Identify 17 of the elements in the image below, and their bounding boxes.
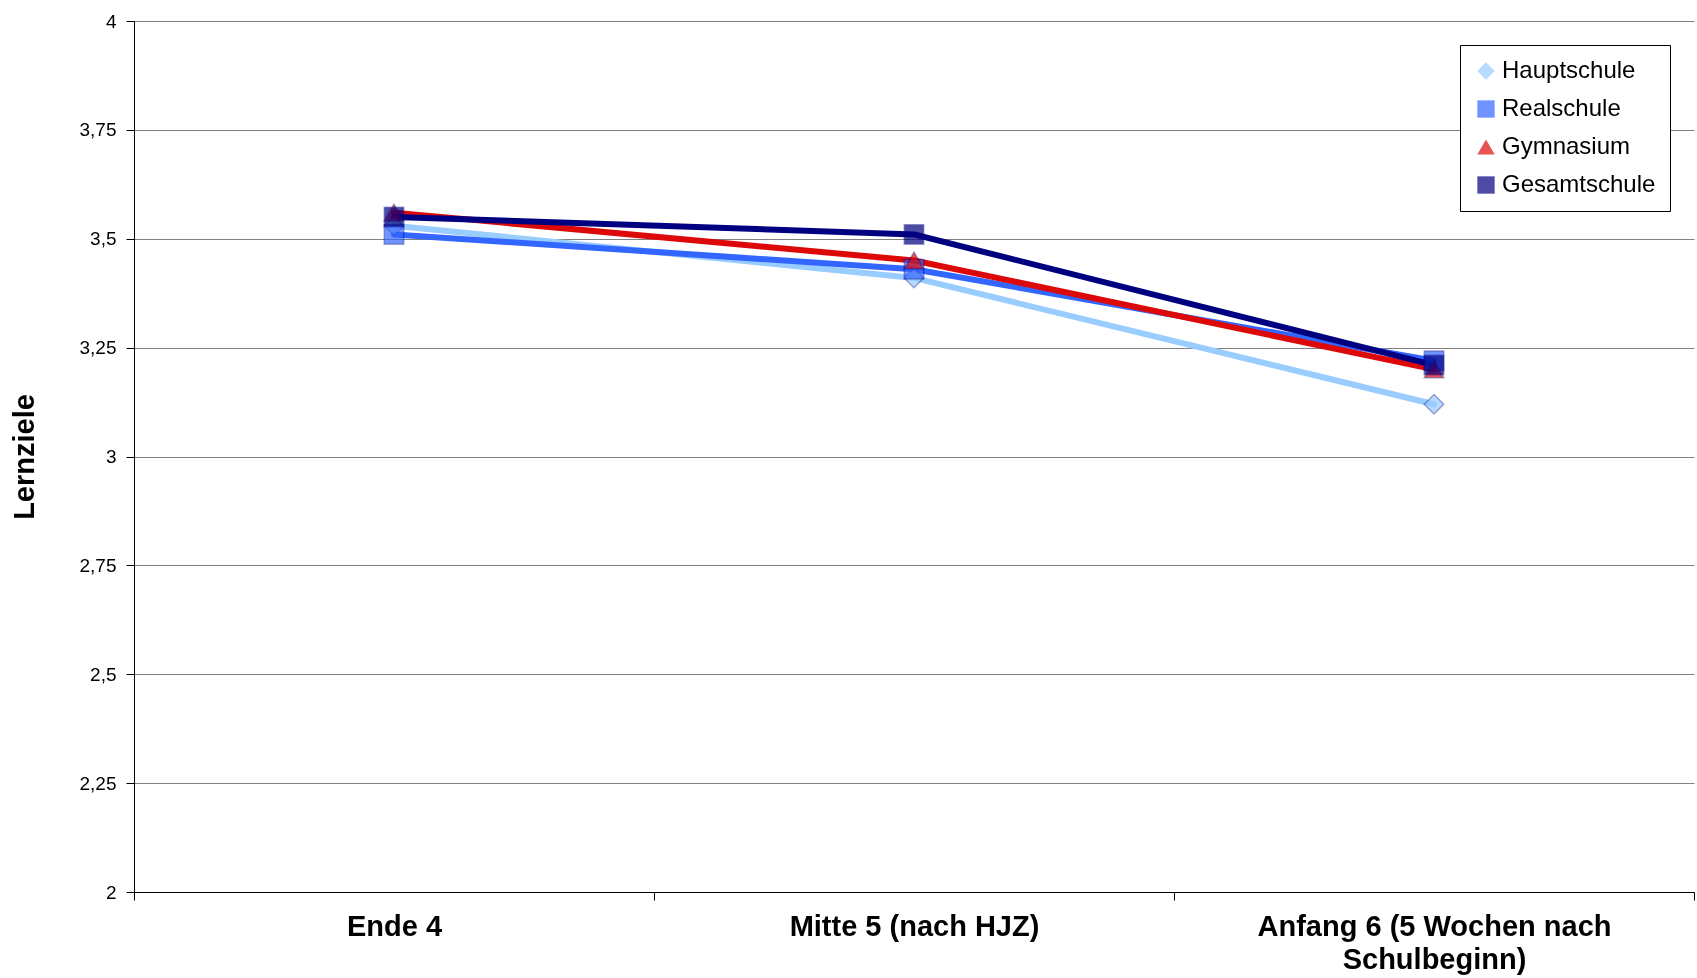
x-tick-label: Anfang 6 (5 Wochen nach Schulbeginn) — [1257, 909, 1612, 975]
y-tick-label: 2,25 — [79, 772, 117, 794]
legend-label: Hauptschule — [1502, 56, 1636, 83]
y-tick-label: 2,75 — [79, 554, 117, 576]
legend-label: Realschule — [1502, 94, 1621, 121]
y-tick-label: 3 — [105, 446, 117, 467]
x-tick-label: Mitte 5 (nach HJZ) — [789, 909, 1040, 942]
legend-label: Gymnasium — [1502, 132, 1631, 159]
y-tick-label: 2,5 — [90, 663, 117, 685]
y-tick-label: 3,25 — [79, 337, 117, 359]
y-tick-label: 4 — [105, 10, 117, 32]
y-axis-title: Lernziele — [7, 394, 40, 520]
x-tick-label: Ende 4 — [346, 909, 443, 942]
y-tick-label: 3,5 — [90, 228, 117, 250]
y-tick-label: 3,75 — [79, 119, 117, 141]
legend-label: Gesamtschule — [1502, 170, 1656, 197]
y-tick-label: 2 — [105, 881, 117, 903]
